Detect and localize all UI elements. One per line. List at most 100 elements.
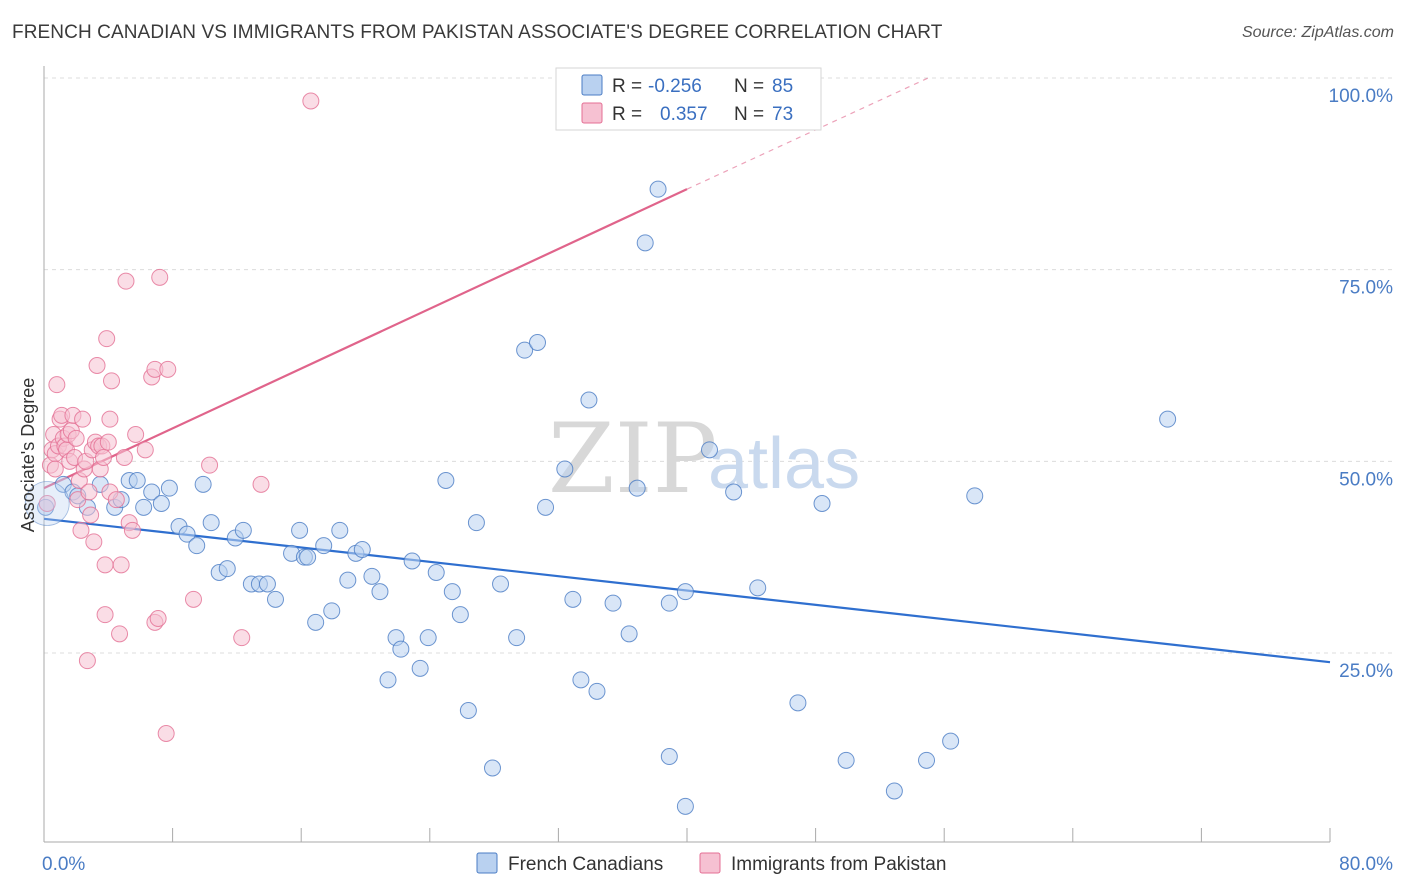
watermark-zip-text: ZIP: [548, 403, 717, 515]
french-canadian-point-72: [701, 441, 719, 459]
french-canadian-point-11: [143, 483, 161, 501]
french-canadian-point-75: [789, 694, 807, 712]
french-canadian-point-64: [620, 625, 638, 643]
y-tick-labels: 25.0% 50.0% 75.0% 100.0%: [1329, 86, 1394, 682]
legend-r-label-1: R =: [612, 104, 642, 125]
pakistan-point-36: [96, 606, 114, 624]
french-canadian-point-63: [604, 594, 622, 612]
x-tick-label-0: 0.0%: [42, 854, 85, 875]
french-canadian-point-61: [580, 391, 598, 409]
french-canadian-point-33: [323, 602, 341, 620]
data-points: [24, 92, 1177, 815]
french-canadian-point-39: [371, 583, 389, 601]
french-canadian-point-78: [885, 782, 903, 800]
french-canadian-point-81: [966, 487, 984, 505]
pakistan-point-6: [48, 376, 66, 394]
french-canadian-point-16: [188, 537, 206, 555]
french-canadian-point-18: [202, 514, 220, 532]
french-canadian-point-22: [234, 521, 252, 539]
french-canadian-point-13: [160, 479, 178, 497]
source-credit: Source: ZipAtlas.com: [1241, 24, 1394, 41]
page-title: FRENCH CANADIAN VS IMMIGRANTS FROM PAKIS…: [12, 22, 943, 43]
french-canadian-point-77: [837, 751, 855, 769]
french-canadian-point-45: [419, 629, 437, 647]
french-canadian-point-80: [942, 732, 960, 750]
french-canadian-point-40: [379, 671, 397, 689]
french-canadian-point-73: [725, 483, 743, 501]
french-canadian-point-9: [128, 472, 146, 489]
french-canadian-point-34: [331, 521, 349, 539]
french-canadian-point-74: [749, 579, 767, 597]
french-canadian-point-30: [299, 548, 317, 566]
pakistan-point-37: [96, 556, 114, 574]
french-canadian-point-79: [918, 751, 936, 769]
pakistan-point-61: [233, 629, 251, 647]
bottom-legend-label-0: French Canadians: [508, 854, 663, 875]
pakistan-point-44: [111, 625, 129, 643]
pakistan-point-21: [72, 521, 90, 539]
french-canadian-point-17: [194, 475, 212, 493]
french-canadian-point-15: [178, 525, 196, 543]
french-canadian-point-59: [564, 590, 582, 608]
french-canadian-point-68: [660, 748, 678, 765]
legend-r-value-1: 0.357: [660, 104, 708, 125]
x-tick-labels: 0.0% 80.0%: [42, 854, 1393, 875]
pakistan-point-50: [127, 426, 145, 443]
cluster-point-0: [24, 481, 70, 526]
pakistan-point-5: [46, 460, 64, 478]
watermark: ZIP atlas: [548, 403, 860, 515]
french-canadian-point-76: [813, 495, 831, 512]
french-canadian-point-26: [266, 590, 284, 608]
french-canadian-point-48: [443, 583, 461, 601]
pakistan-point-22: [74, 410, 92, 428]
pakistan-point-58: [159, 360, 177, 378]
french-canadian-point-52: [483, 759, 501, 777]
pakistan-point-45: [112, 556, 130, 574]
french-canadian-point-58: [556, 460, 574, 478]
pakistan-point-63: [302, 92, 320, 110]
french-canadian-point-20: [218, 560, 236, 578]
pakistan-point-55: [149, 610, 167, 627]
pakistan-point-41: [101, 410, 119, 428]
pakistan-point-43: [107, 491, 125, 509]
x-tick-label-1: 80.0%: [1339, 854, 1393, 875]
french-canadian-point-35: [339, 571, 357, 589]
french-canadian-point-32: [315, 537, 333, 555]
bottom-legend: French Canadians Immigrants from Pakista…: [476, 852, 946, 875]
french-canadian-point-10: [135, 498, 153, 516]
legend-swatch-pink: [581, 102, 603, 124]
y-tick-label-0: 25.0%: [1339, 661, 1393, 682]
french-canadian-point-71: [676, 583, 694, 601]
french-canadian-point-62: [588, 682, 606, 700]
french-canadian-point-25: [258, 575, 276, 593]
pakistan-point-60: [201, 456, 219, 474]
trend-line-pink: [43, 188, 688, 490]
french-canadian-point-37: [353, 541, 371, 558]
legend-r-label-0: R =: [612, 76, 642, 97]
french-canadian-point-12: [152, 495, 170, 512]
pakistan-point-46: [115, 449, 133, 466]
pakistan-point-51: [136, 441, 154, 459]
legend-n-label-1: N =: [734, 104, 764, 125]
french-canadian-point-56: [529, 334, 547, 351]
french-canadian-point-46: [427, 564, 445, 581]
french-canadian-point-47: [437, 472, 455, 489]
french-canadian-point-54: [508, 629, 526, 647]
pakistan-point-42: [103, 372, 121, 390]
trend-lines: [43, 77, 1331, 664]
french-canadian-point-69: [660, 594, 678, 612]
pakistan-point-31: [88, 357, 106, 374]
y-tick-label-2: 75.0%: [1339, 278, 1393, 299]
french-canadian-point-67: [649, 180, 667, 198]
legend-n-label-0: N =: [734, 76, 764, 97]
french-canadian-point-65: [628, 479, 646, 497]
french-canadian-point-31: [307, 613, 325, 631]
pakistan-point-18: [67, 429, 85, 447]
bottom-legend-label-1: Immigrants from Pakistan: [731, 854, 946, 875]
french-canadian-point-53: [492, 575, 510, 593]
french-canadian-point-55: [516, 341, 534, 359]
legend-n-value-1: 73: [772, 104, 793, 125]
pakistan-point-27: [82, 506, 100, 524]
french-canadian-point-42: [392, 640, 410, 658]
pakistan-point-56: [151, 268, 169, 286]
